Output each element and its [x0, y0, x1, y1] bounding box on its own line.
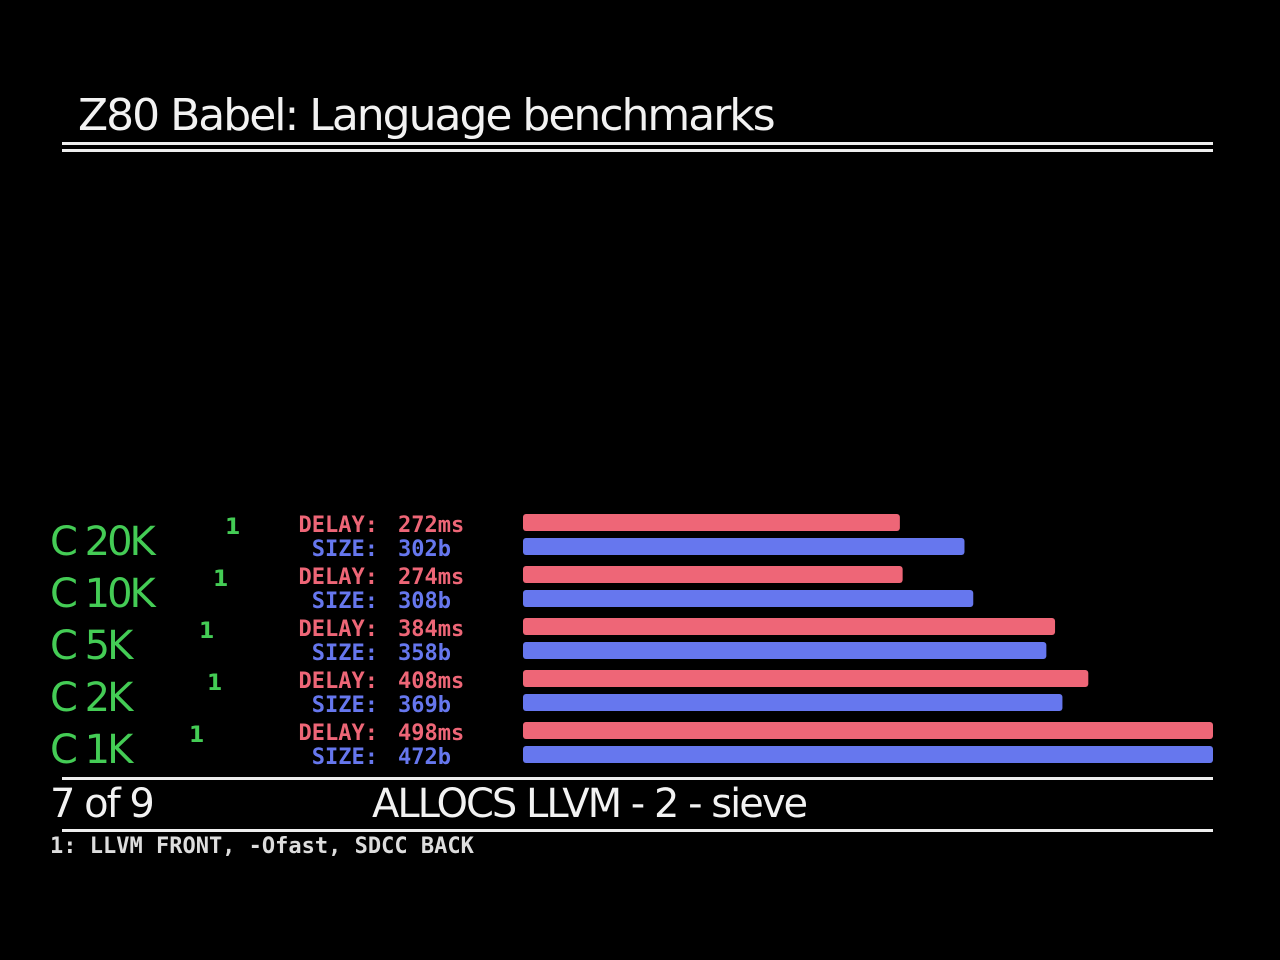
category-footnote-marker: 1 — [213, 567, 228, 592]
size-value-label: 308b — [398, 589, 451, 614]
size-bar — [523, 538, 965, 555]
size-bar — [523, 746, 1213, 763]
size-label: SIZE: — [312, 745, 378, 770]
size-bar — [523, 642, 1047, 659]
size-value-label: 369b — [398, 693, 451, 718]
delay-bar — [523, 670, 1089, 687]
delay-value-label: 498ms — [398, 721, 464, 746]
footer-rule-upper — [62, 777, 1213, 780]
chart-caption: ALLOCS LLVM - 2 - sieve — [372, 781, 808, 827]
category-label: C 10K — [50, 571, 158, 617]
category-label: C 20K — [50, 519, 158, 565]
size-value-label: 472b — [398, 745, 451, 770]
size-label: SIZE: — [312, 693, 378, 718]
category-footnote-marker: 1 — [189, 723, 204, 748]
page-title: Z80 Babel: Language benchmarks — [78, 90, 776, 141]
footnote: 1: LLVM FRONT, -Ofast, SDCC BACK — [50, 834, 474, 859]
size-value-label: 358b — [398, 641, 451, 666]
delay-label: DELAY: — [299, 617, 378, 642]
delay-label: DELAY: — [299, 513, 378, 538]
category-footnote-marker: 1 — [225, 515, 240, 540]
delay-label: DELAY: — [299, 565, 378, 590]
title-rule-lower — [62, 149, 1213, 152]
category-label: C 1K — [50, 727, 135, 773]
delay-value-label: 274ms — [398, 565, 464, 590]
delay-value-label: 384ms — [398, 617, 464, 642]
delay-bar — [523, 722, 1213, 739]
category-label: C 5K — [50, 623, 135, 669]
footer-rule-lower — [62, 829, 1213, 832]
delay-value-label: 272ms — [398, 513, 464, 538]
page-indicator: 7 of 9 — [50, 781, 155, 827]
delay-bar — [523, 618, 1056, 635]
delay-bar — [523, 514, 900, 531]
category-label: C 2K — [50, 675, 135, 721]
size-bar — [523, 590, 974, 607]
category-footnote-marker: 1 — [199, 619, 214, 644]
size-label: SIZE: — [312, 641, 378, 666]
size-label: SIZE: — [312, 537, 378, 562]
category-footnote-marker: 1 — [207, 671, 222, 696]
size-bar — [523, 694, 1063, 711]
delay-label: DELAY: — [299, 669, 378, 694]
size-label: SIZE: — [312, 589, 378, 614]
delay-label: DELAY: — [299, 721, 378, 746]
title-rule-upper — [62, 142, 1213, 145]
delay-value-label: 408ms — [398, 669, 464, 694]
size-value-label: 302b — [398, 537, 451, 562]
delay-bar — [523, 566, 903, 583]
